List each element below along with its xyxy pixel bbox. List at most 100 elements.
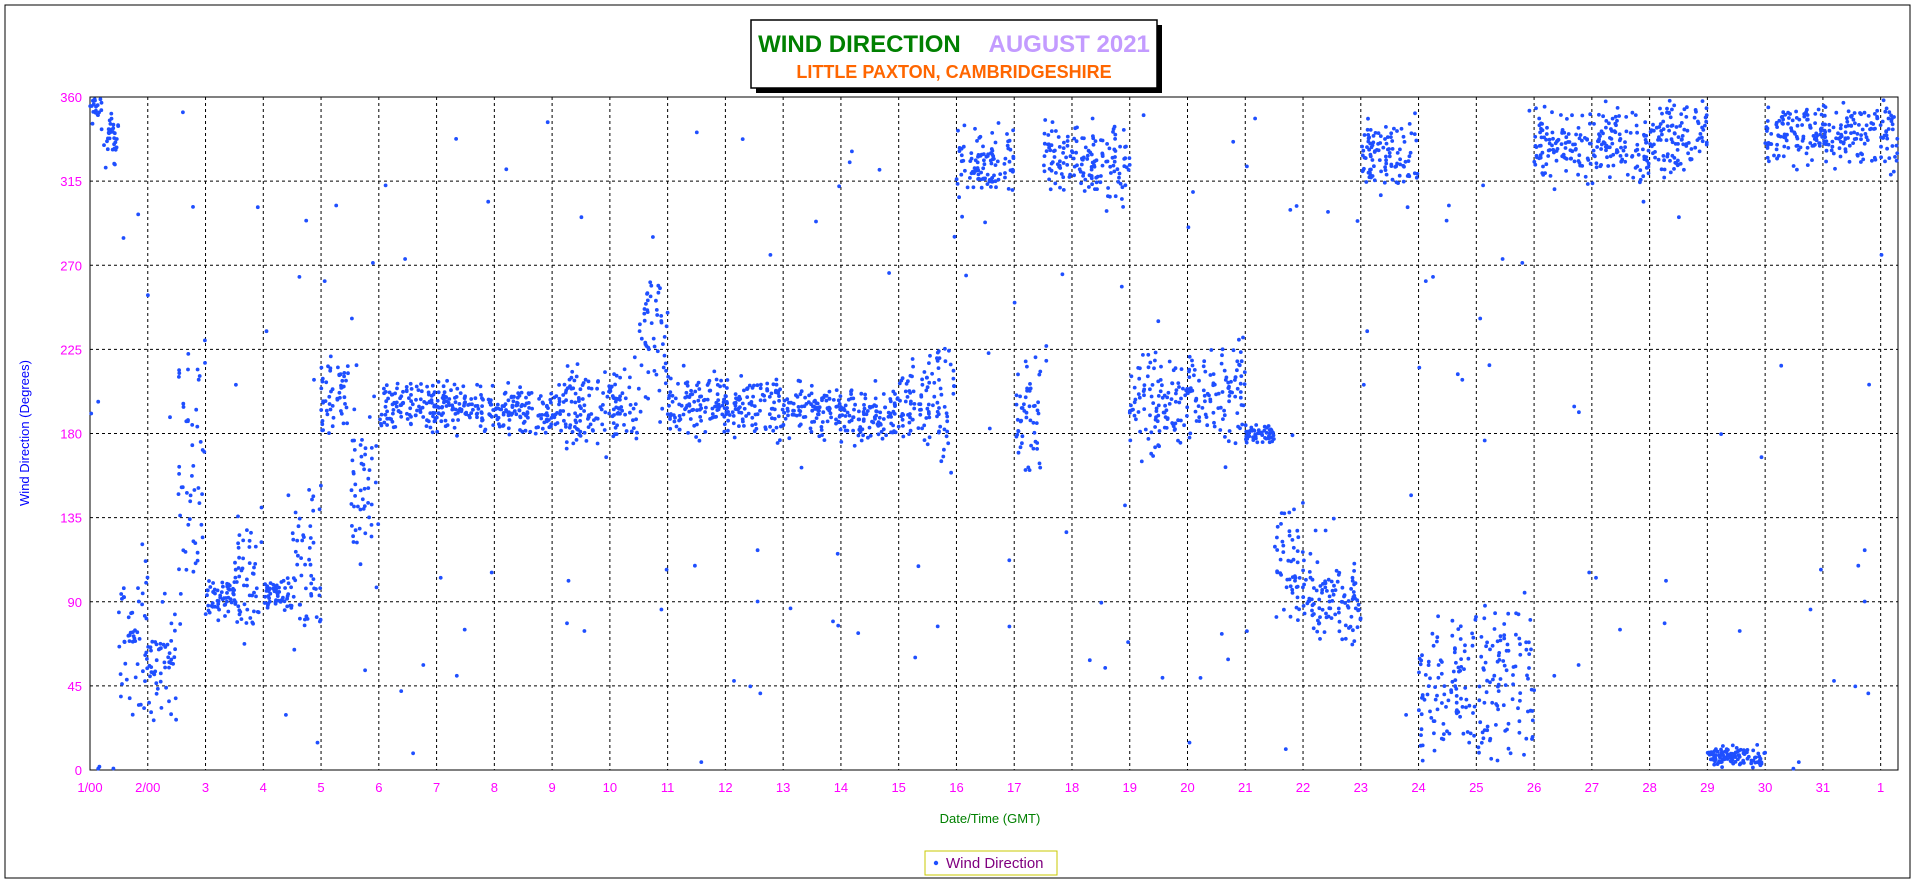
data-point [462,401,467,406]
data-point [215,605,220,610]
x-tick-label: 25 [1469,780,1483,795]
data-point [506,398,511,403]
data-point [1563,146,1568,150]
data-point [619,405,624,409]
data-point [192,488,197,492]
data-point [1764,125,1769,129]
data-point [109,111,114,116]
data-point [668,426,673,431]
data-point [263,582,267,587]
data-point [853,402,857,407]
data-point [1412,171,1417,176]
data-point [939,459,944,464]
data-point [1571,142,1575,147]
data-point [1700,125,1704,130]
data-point [1704,106,1709,111]
data-point [195,550,200,555]
data-point [645,292,649,296]
data-point [1203,399,1207,404]
data-point [1187,354,1192,359]
data-point [1126,640,1130,644]
data-point [1148,413,1152,418]
data-point [308,524,313,528]
data-point [262,601,267,605]
data-point [549,391,554,396]
x-tick-label: 20 [1180,780,1194,795]
data-point [1385,135,1390,140]
data-point [705,397,710,402]
data-point [1428,709,1432,714]
data-point [1091,142,1096,147]
data-point [1845,119,1850,124]
data-point [1890,122,1895,127]
data-point [1483,603,1487,608]
data-point [1010,167,1015,172]
data-point [1463,643,1467,648]
data-point [1524,640,1528,645]
data-point [782,411,787,415]
data-point [1670,140,1675,145]
data-point [1290,433,1295,438]
data-point [1442,684,1447,688]
data-point [1786,110,1790,115]
data-point [837,420,841,425]
data-point [601,391,605,395]
data-point [136,703,141,707]
data-point [1572,159,1577,164]
data-point [185,491,189,495]
grid-lines [90,97,1898,770]
data-point [1704,113,1709,117]
data-point [601,403,605,407]
data-point [1778,134,1783,139]
data-point [561,409,566,413]
data-point [660,406,665,411]
data-point [344,378,348,383]
data-point [1383,165,1387,170]
data-point [847,413,852,418]
data-point [1282,607,1286,612]
data-point [501,424,505,428]
data-point [1821,122,1825,126]
data-point [1675,148,1680,152]
data-point [155,686,160,691]
data-point [238,610,243,614]
data-point [1118,144,1122,149]
data-point [1445,729,1449,734]
data-point [1674,125,1679,129]
y-tick-label: 270 [60,258,82,273]
data-point [1676,135,1681,140]
data-point [1824,139,1829,144]
data-point [959,172,964,177]
data-point [396,409,401,414]
data-point [1624,129,1629,134]
data-point [1436,614,1440,619]
data-point [1755,743,1760,747]
data-point [1621,148,1626,153]
data-point [237,574,242,579]
data-point [725,386,729,390]
data-point [1127,163,1132,167]
data-point [1527,108,1532,113]
data-point [649,321,654,325]
data-point [1220,353,1224,358]
data-point [1772,153,1776,158]
data-point [379,412,384,417]
data-point [1212,420,1216,425]
data-point [639,336,644,341]
data-point [1576,663,1581,667]
data-point [918,408,922,412]
x-tick-label: 26 [1527,780,1541,795]
data-point [927,361,931,365]
data-point [1254,423,1259,427]
data-point [1471,635,1476,640]
data-point [965,185,970,190]
data-point [1728,755,1732,760]
data-point [1100,152,1105,157]
data-point [1065,139,1070,143]
data-point [1245,629,1249,633]
data-point [1685,105,1689,110]
data-point [707,388,712,393]
data-point [1659,167,1664,172]
data-point [1661,119,1666,124]
data-point [633,402,638,406]
